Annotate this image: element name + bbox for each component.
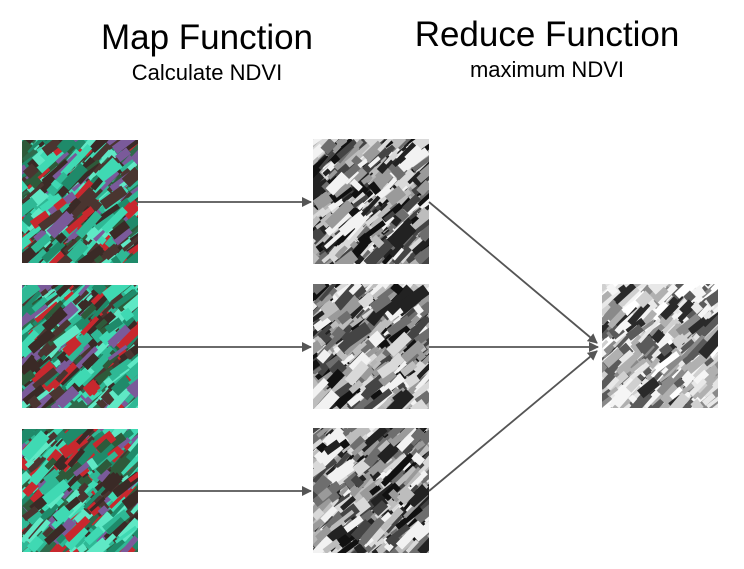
ndvi-image-3 (313, 428, 429, 553)
reduce-function-subtitle: maximum NDVI (469, 57, 624, 82)
ndvi-image-1 (313, 139, 429, 264)
arrow-right-icon (428, 201, 598, 344)
max-ndvi-result-image (602, 284, 718, 408)
map-function-heading: Map Function Calculate NDVI (57, 18, 357, 86)
map-function-subtitle: Calculate NDVI (131, 60, 283, 85)
ndvi-image-2 (313, 284, 429, 409)
input-satellite-image-1 (22, 140, 138, 263)
reduce-function-heading: Reduce Function maximum NDVI (397, 15, 697, 83)
map-function-title: Map Function (100, 18, 314, 57)
arrow-right-icon (428, 350, 598, 492)
input-satellite-image-2 (22, 285, 138, 408)
reduce-function-title: Reduce Function (414, 15, 680, 54)
input-satellite-image-3 (22, 429, 138, 552)
